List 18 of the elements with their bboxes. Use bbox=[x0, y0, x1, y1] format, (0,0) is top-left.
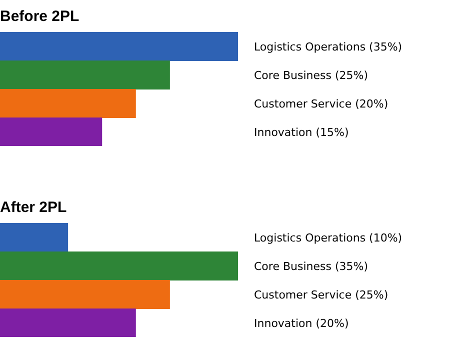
bar bbox=[0, 32, 238, 61]
bar bbox=[0, 118, 102, 146]
y-tick-label: Logistics Operations (10%) bbox=[254, 231, 402, 244]
y-tick-label: Customer Service (20%) bbox=[254, 97, 388, 110]
y-tick-label: Innovation (20%) bbox=[254, 316, 349, 330]
bar bbox=[0, 308, 136, 337]
y-tick-label: Innovation (15%) bbox=[254, 126, 349, 139]
y-tick-label: Core Business (25%) bbox=[254, 68, 368, 82]
bar bbox=[0, 280, 170, 309]
bar bbox=[0, 223, 68, 252]
bar bbox=[0, 60, 170, 90]
bar bbox=[0, 89, 136, 118]
y-tick-label: Core Business (35%) bbox=[254, 260, 368, 273]
chart-title: Before 2PL bbox=[0, 7, 80, 27]
y-tick-label: Customer Service (25%) bbox=[254, 288, 388, 302]
chart-title: After 2PL bbox=[0, 198, 68, 218]
bar bbox=[0, 252, 238, 280]
y-tick-label: Logistics Operations (35%) bbox=[254, 40, 402, 54]
